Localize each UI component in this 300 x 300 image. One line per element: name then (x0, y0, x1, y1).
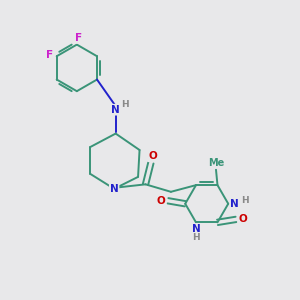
Text: O: O (238, 214, 247, 224)
Text: N: N (110, 184, 118, 194)
Text: Me: Me (208, 158, 224, 168)
Text: H: H (122, 100, 129, 109)
Text: F: F (46, 50, 53, 60)
Text: O: O (157, 196, 166, 206)
Text: N: N (230, 199, 239, 209)
Text: N: N (111, 105, 120, 115)
Text: H: H (192, 233, 200, 242)
Text: F: F (75, 33, 82, 43)
Text: H: H (241, 196, 248, 205)
Text: N: N (192, 224, 200, 234)
Text: O: O (148, 151, 157, 161)
